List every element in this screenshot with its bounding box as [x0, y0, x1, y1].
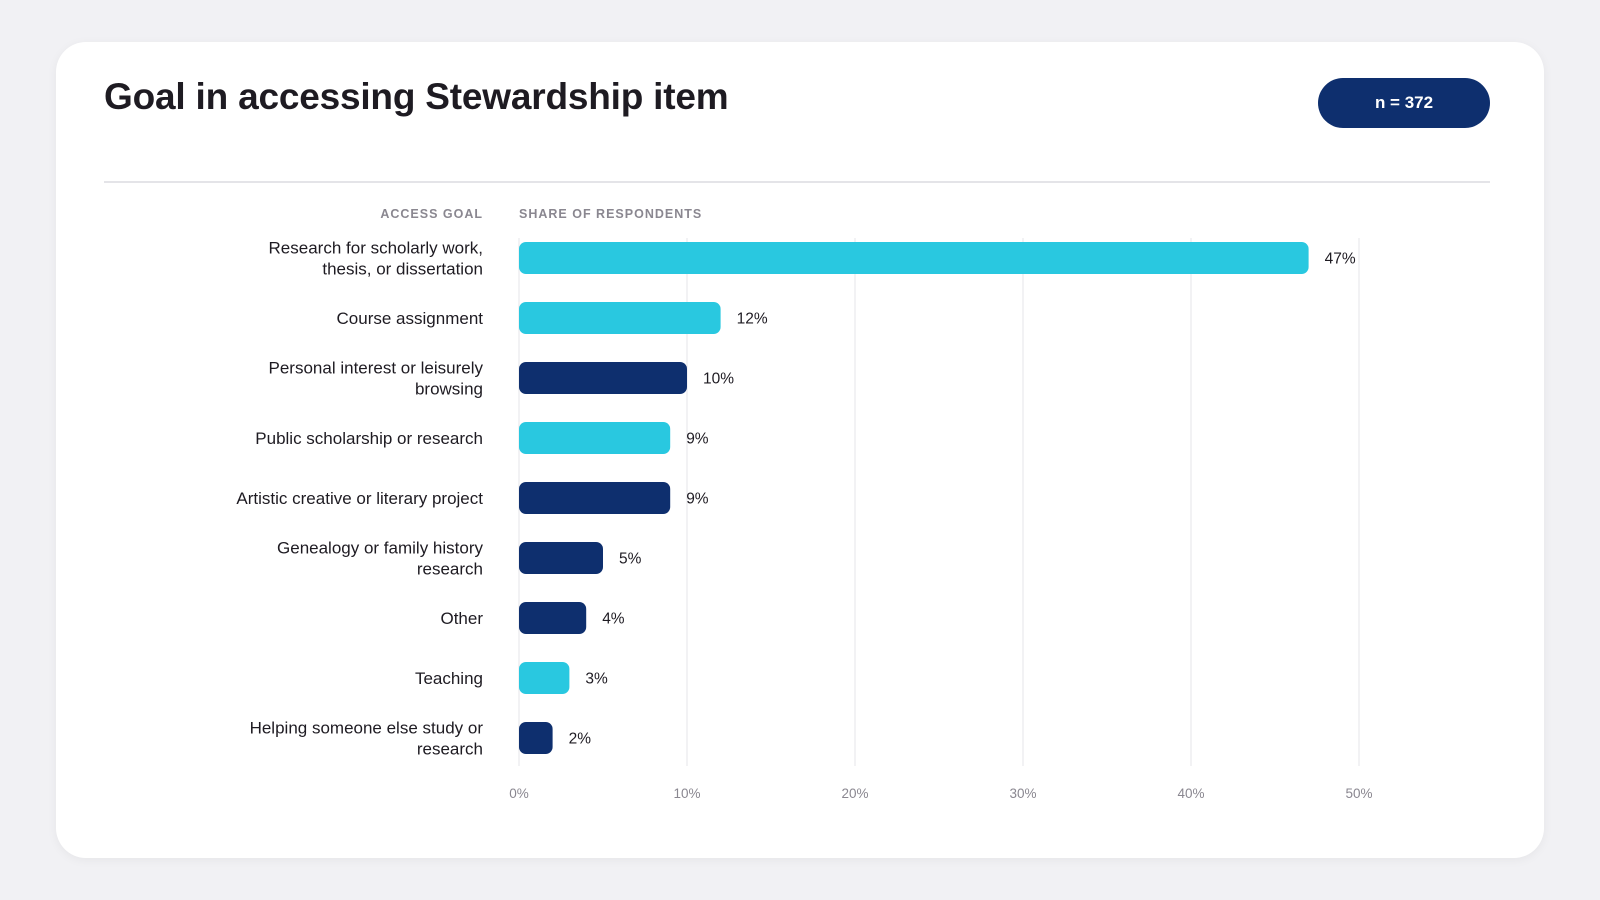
value-label: 2% — [569, 731, 592, 748]
category-label: thesis, or dissertation — [322, 260, 483, 279]
bar — [519, 482, 671, 514]
bars — [519, 242, 1309, 754]
x-tick-label: 10% — [673, 786, 700, 801]
bar — [519, 242, 1309, 274]
category-label: Genealogy or family history — [277, 539, 483, 558]
value-label: 4% — [602, 611, 625, 628]
value-label: 12% — [737, 311, 768, 328]
header-divider — [104, 181, 1490, 183]
sample-size-badge: n = 372 — [1318, 78, 1490, 128]
category-column-header: ACCESS GOAL — [380, 207, 483, 221]
value-label: 9% — [686, 431, 709, 448]
bar — [519, 362, 687, 394]
bar-chart: ACCESS GOAL SHARE OF RESPONDENTS Researc… — [236, 207, 1372, 801]
x-tick-label: 20% — [841, 786, 868, 801]
bar — [519, 662, 570, 694]
x-tick-label: 40% — [1177, 786, 1204, 801]
bar — [519, 602, 587, 634]
x-tick-label: 0% — [509, 786, 529, 801]
category-label: Research for scholarly work, — [269, 239, 483, 258]
category-labels: Research for scholarly work, thesis, or d… — [236, 239, 483, 759]
bar — [519, 302, 721, 334]
value-labels: 47% 12% 10% 9% 9% 5% 4% 3% 2% — [569, 251, 1356, 748]
x-tick-label: 50% — [1345, 786, 1372, 801]
value-label: 3% — [585, 671, 608, 688]
value-label: 9% — [686, 491, 709, 508]
value-column-header: SHARE OF RESPONDENTS — [519, 207, 702, 221]
category-label: Public scholarship or research — [255, 429, 483, 448]
category-label: browsing — [415, 380, 483, 399]
value-label: 47% — [1325, 251, 1356, 268]
chart-card: Goal in accessing Stewardship item n = 3… — [56, 42, 1544, 858]
category-label: Other — [440, 609, 483, 628]
category-label: Course assignment — [337, 309, 484, 328]
x-axis-ticks: 0% 10% 20% 30% 40% 50% — [509, 786, 1372, 801]
bar — [519, 422, 671, 454]
bar — [519, 542, 603, 574]
bar — [519, 722, 553, 754]
page-title: Goal in accessing Stewardship item — [104, 76, 729, 117]
category-label: Teaching — [415, 669, 483, 688]
category-label: Personal interest or leisurely — [269, 359, 484, 378]
category-label: research — [417, 740, 483, 759]
value-label: 10% — [703, 371, 734, 388]
category-label: Helping someone else study or — [250, 719, 484, 738]
category-label: Artistic creative or literary project — [236, 489, 483, 508]
category-label: research — [417, 560, 483, 579]
value-label: 5% — [619, 551, 642, 568]
x-tick-label: 30% — [1009, 786, 1036, 801]
